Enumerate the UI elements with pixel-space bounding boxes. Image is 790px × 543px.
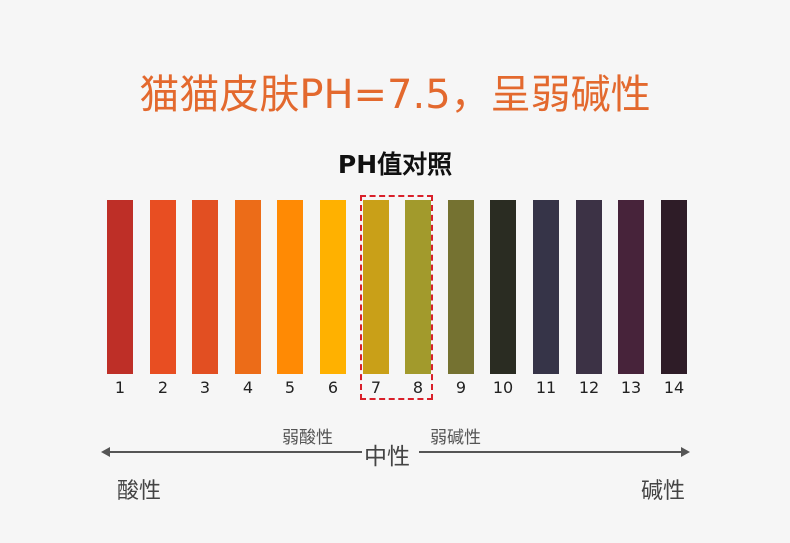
chart-subtitle: PH值对照 [337,150,453,179]
axis-line-left [108,451,362,453]
ph-bar-7 [363,200,389,374]
highlight-box-7-8 [360,195,433,400]
ph-bar-6 [320,200,346,374]
base-label: 碱性 [641,479,686,504]
ph-label-11: 11 [535,378,557,397]
page-title: 猫猫皮肤PH=7.5，呈弱碱性 [139,72,651,118]
ph-label-7: 7 [370,378,382,397]
ph-bar-11 [533,200,559,374]
axis-line-right [419,451,683,453]
ph-label-8: 8 [412,378,424,397]
weak-base-label: 弱碱性 [430,428,481,448]
ph-scale: 1 2 3 4 5 6 7 8 9 10 11 12 13 14 [107,200,691,400]
ph-label-10: 10 [492,378,514,397]
ph-bar-8 [405,200,431,374]
ph-bar-10 [490,200,516,374]
weak-acid-label: 弱酸性 [282,428,333,448]
ph-bar-3 [192,200,218,374]
arrow-right-icon [681,447,690,457]
ph-bar-1 [107,200,133,374]
ph-label-5: 5 [284,378,296,397]
ph-label-12: 12 [578,378,600,397]
ph-bar-14 [661,200,687,374]
ph-bar-2 [150,200,176,374]
ph-bar-4 [235,200,261,374]
ph-label-1: 1 [114,378,126,397]
ph-label-6: 6 [327,378,339,397]
ph-label-9: 9 [455,378,467,397]
ph-bar-13 [618,200,644,374]
ph-label-4: 4 [242,378,254,397]
arrow-left-icon [101,447,110,457]
ph-bar-9 [448,200,474,374]
neutral-label: 中性 [364,444,410,470]
ph-bar-12 [576,200,602,374]
ph-label-2: 2 [157,378,169,397]
ph-label-13: 13 [620,378,642,397]
ph-label-3: 3 [199,378,211,397]
ph-label-14: 14 [663,378,685,397]
ph-bar-5 [277,200,303,374]
acid-label: 酸性 [117,479,162,504]
